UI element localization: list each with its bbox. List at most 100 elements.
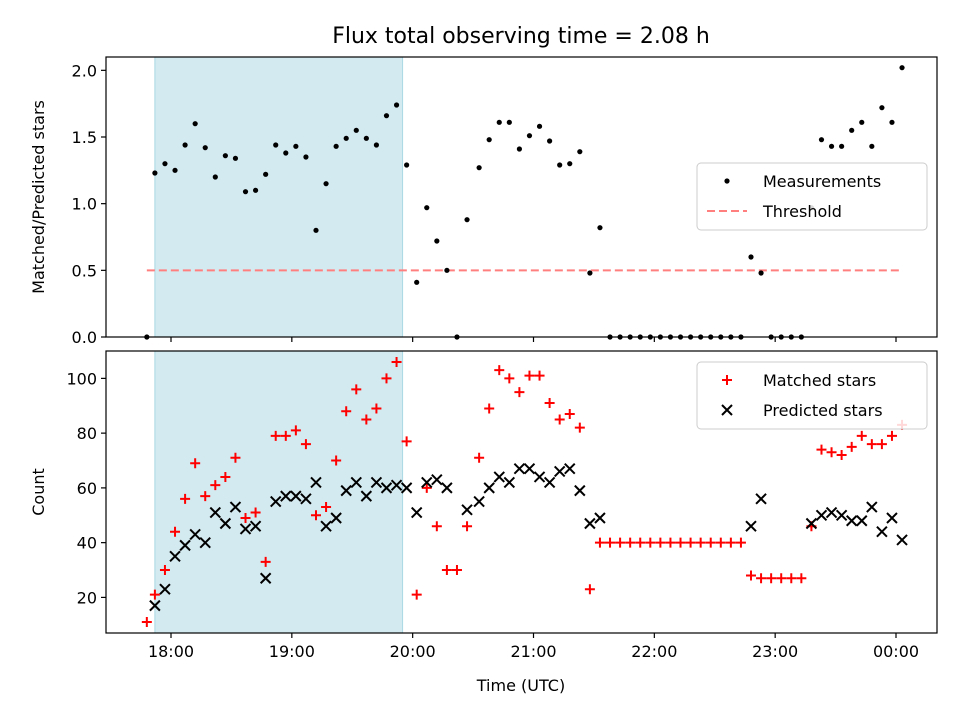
- data-point: [584, 517, 596, 530]
- data-point: [320, 520, 332, 532]
- data-point: [547, 138, 553, 144]
- data-point: [390, 479, 403, 491]
- data-point: [303, 154, 309, 160]
- data-point: [889, 119, 895, 125]
- data-point: [503, 476, 516, 489]
- y-tick-label: 80: [77, 424, 97, 443]
- data-point: [494, 365, 505, 376]
- data-point: [461, 504, 473, 516]
- data-point: [290, 490, 302, 502]
- chart-title: Flux total observing time = 2.08 h: [332, 24, 710, 49]
- data-point: [363, 135, 369, 141]
- data-point: [371, 403, 382, 414]
- series-measurements: [144, 65, 905, 340]
- data-point: [280, 490, 292, 502]
- data-point: [200, 491, 211, 502]
- data-point: [574, 484, 586, 497]
- data-point: [839, 143, 845, 149]
- data-point: [755, 493, 767, 505]
- data-point: [825, 506, 838, 519]
- y-axis-label: Count: [29, 468, 48, 516]
- data-point: [300, 439, 311, 450]
- y-tick-label: 2.0: [72, 61, 97, 80]
- data-point: [323, 181, 329, 187]
- data-point: [159, 565, 170, 576]
- data-point: [383, 113, 390, 119]
- data-point: [210, 480, 221, 491]
- data-point: [400, 482, 413, 494]
- data-point: [876, 439, 887, 450]
- data-point: [230, 452, 241, 463]
- data-point: [828, 143, 835, 149]
- data-point: [333, 143, 339, 149]
- data-point: [401, 436, 412, 447]
- data-point: [313, 227, 319, 233]
- data-point: [544, 398, 555, 409]
- data-point: [483, 482, 495, 494]
- data-point: [192, 121, 198, 127]
- data-point: [410, 506, 423, 519]
- plot-frame-1: [105, 350, 938, 634]
- data-point: [370, 476, 383, 489]
- data-point: [270, 495, 282, 508]
- data-point: [534, 370, 545, 381]
- data-point: [886, 512, 898, 524]
- data-point: [220, 471, 231, 482]
- data-point: [473, 495, 485, 508]
- data-point: [249, 520, 262, 532]
- x-tick-label: 21:00: [510, 642, 556, 661]
- data-point: [645, 537, 656, 548]
- legend: Measurements Threshold: [696, 162, 928, 231]
- data-point: [856, 515, 868, 527]
- x-axis-label: Time (UTC): [476, 676, 565, 695]
- data-point: [421, 476, 433, 489]
- data-point: [476, 165, 482, 171]
- data-point: [170, 526, 181, 537]
- series-matched-stars: [141, 356, 908, 628]
- data-point: [866, 439, 877, 450]
- data-point: [179, 539, 191, 552]
- data-point: [493, 471, 505, 483]
- data-point: [836, 450, 847, 461]
- data-point: [260, 556, 271, 567]
- y-tick-label: 0.5: [72, 261, 97, 280]
- data-point: [263, 171, 269, 177]
- data-point: [533, 471, 546, 483]
- data-point: [259, 572, 272, 584]
- data-point: [431, 473, 443, 486]
- legend-box: [696, 162, 928, 231]
- data-point: [859, 119, 865, 125]
- data-point: [172, 167, 178, 173]
- data-point: [451, 565, 462, 576]
- data-point: [311, 510, 321, 521]
- data-point: [280, 430, 291, 441]
- x-tick-label: 00:00: [873, 642, 919, 661]
- data-point: [373, 142, 380, 148]
- data-point: [474, 452, 485, 463]
- data-point: [212, 174, 218, 180]
- data-point: [496, 119, 502, 125]
- data-point: [524, 370, 535, 381]
- data-point: [567, 161, 573, 167]
- x-tick-label: 23:00: [752, 642, 798, 661]
- data-point: [526, 133, 533, 139]
- data-point: [655, 537, 666, 548]
- data-point: [577, 149, 583, 155]
- data-point: [240, 513, 251, 524]
- data-point: [594, 512, 606, 524]
- data-point: [484, 403, 495, 414]
- data-point: [849, 127, 855, 133]
- data-point: [293, 143, 299, 149]
- y-tick-label: 1.5: [72, 128, 97, 147]
- data-point: [536, 123, 543, 129]
- data-point: [381, 373, 392, 384]
- y-tick-label: 1.0: [72, 195, 97, 214]
- legend-label: Measurements: [763, 172, 881, 191]
- data-point: [159, 583, 171, 595]
- data-point: [625, 537, 636, 548]
- data-point: [232, 155, 239, 161]
- data-point: [786, 573, 797, 584]
- data-point: [162, 161, 168, 167]
- data-point: [404, 162, 410, 168]
